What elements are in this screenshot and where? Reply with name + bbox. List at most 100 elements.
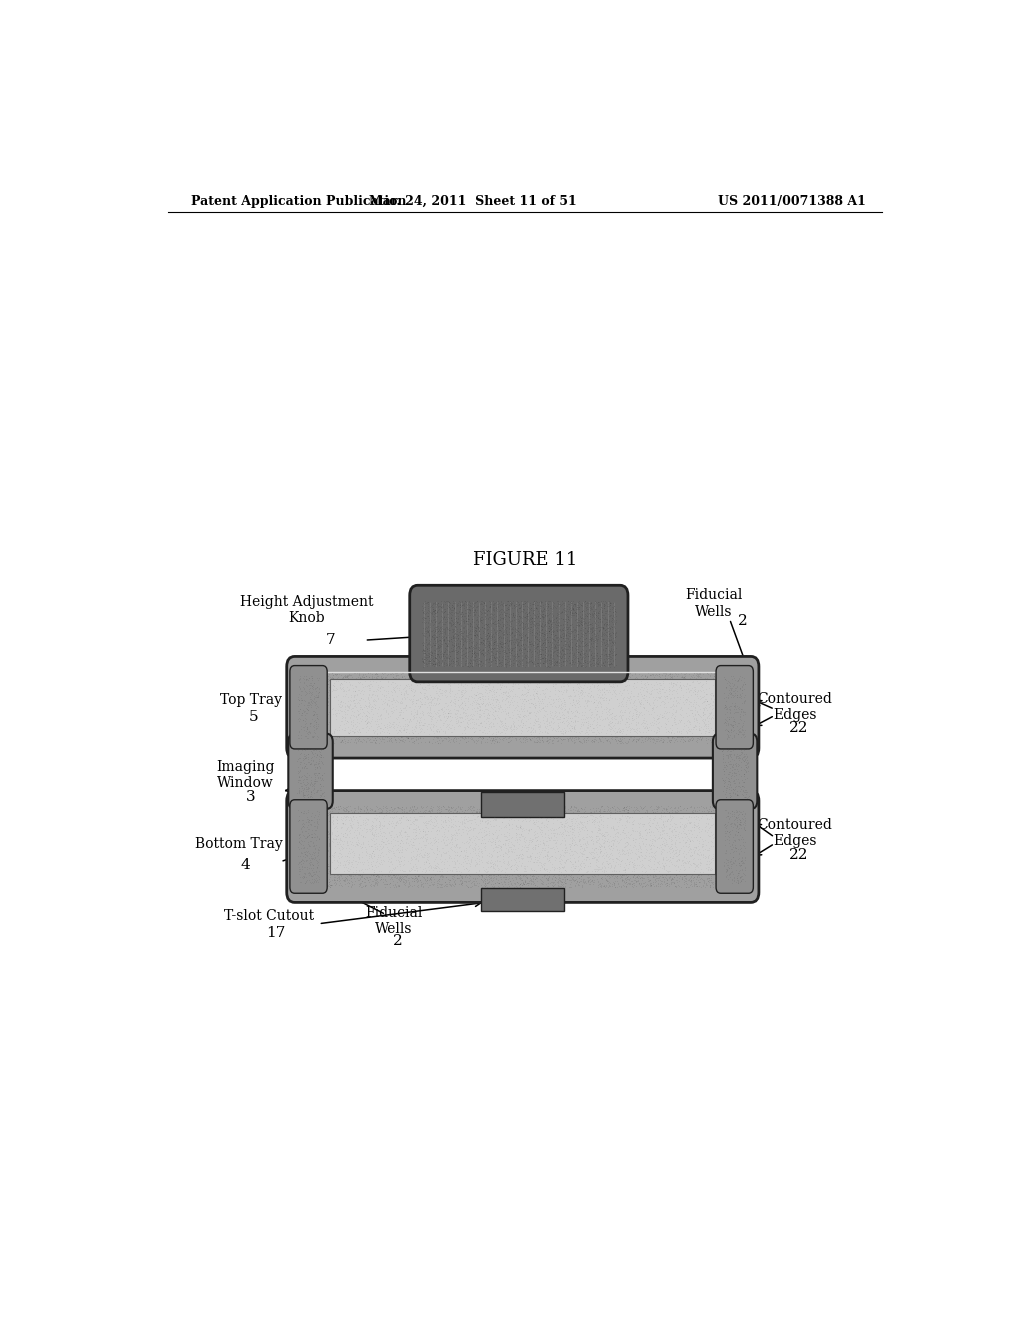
Point <box>514 833 530 854</box>
Point <box>417 696 433 717</box>
Point <box>544 805 560 826</box>
Point <box>407 667 423 688</box>
Point <box>733 828 750 849</box>
Point <box>452 694 468 715</box>
Point <box>317 854 334 875</box>
Point <box>432 830 449 851</box>
Point <box>512 876 528 898</box>
Point <box>734 830 751 851</box>
Point <box>413 713 429 734</box>
Point <box>312 727 329 748</box>
Point <box>488 804 505 825</box>
Point <box>641 855 657 876</box>
Point <box>414 861 430 882</box>
Point <box>556 809 572 830</box>
Point <box>466 875 482 896</box>
Point <box>636 842 652 863</box>
Point <box>427 812 443 833</box>
Point <box>646 845 663 866</box>
Point <box>419 694 435 715</box>
Point <box>701 820 718 841</box>
Point <box>401 847 418 869</box>
Point <box>586 832 602 853</box>
Point <box>708 870 724 891</box>
Point <box>381 677 397 698</box>
Point <box>438 653 455 675</box>
Point <box>453 873 469 894</box>
Point <box>681 812 697 833</box>
Point <box>584 607 600 628</box>
Point <box>336 832 352 853</box>
Point <box>331 865 347 886</box>
Point <box>341 873 357 894</box>
Point <box>338 803 354 824</box>
Point <box>464 694 480 715</box>
Point <box>524 807 541 828</box>
Point <box>410 711 426 733</box>
Point <box>521 684 538 705</box>
Point <box>586 834 602 855</box>
Point <box>296 673 312 694</box>
Point <box>614 817 631 838</box>
Point <box>367 801 383 822</box>
Point <box>428 810 444 832</box>
Point <box>407 673 423 694</box>
Point <box>368 680 384 701</box>
Point <box>657 714 674 735</box>
Point <box>483 628 500 649</box>
Point <box>438 682 455 704</box>
Point <box>293 850 309 871</box>
Point <box>676 672 692 693</box>
Point <box>417 800 433 821</box>
Point <box>636 718 652 739</box>
Point <box>344 833 360 854</box>
Point <box>688 812 705 833</box>
Point <box>472 846 488 867</box>
Point <box>561 850 578 871</box>
Point <box>505 667 521 688</box>
Point <box>557 722 573 743</box>
Point <box>397 729 414 750</box>
Point <box>600 618 616 639</box>
Point <box>498 668 514 689</box>
Point <box>725 719 741 741</box>
Point <box>326 696 342 717</box>
Point <box>513 722 529 743</box>
Point <box>389 859 406 880</box>
Point <box>498 821 514 842</box>
Point <box>313 812 330 833</box>
Point <box>689 814 706 836</box>
Point <box>463 671 479 692</box>
Point <box>687 718 703 739</box>
Point <box>714 813 730 834</box>
Point <box>665 680 681 701</box>
Point <box>462 834 478 855</box>
Point <box>535 632 551 653</box>
Point <box>668 689 684 710</box>
Point <box>349 812 366 833</box>
Point <box>597 849 613 870</box>
Point <box>660 723 677 744</box>
Point <box>528 708 545 729</box>
Point <box>450 595 466 616</box>
Point <box>701 843 718 865</box>
Point <box>698 690 715 711</box>
Point <box>637 845 653 866</box>
Point <box>725 822 741 843</box>
Point <box>573 626 590 647</box>
Point <box>611 837 628 858</box>
Point <box>335 808 351 829</box>
Point <box>659 857 676 878</box>
Point <box>424 642 440 663</box>
Point <box>540 810 556 832</box>
Point <box>705 804 721 825</box>
Point <box>726 870 742 891</box>
Point <box>497 845 513 866</box>
Point <box>494 837 510 858</box>
Point <box>679 817 695 838</box>
Point <box>439 803 456 824</box>
Point <box>625 821 641 842</box>
Point <box>465 636 481 657</box>
Point <box>292 665 308 686</box>
Point <box>300 680 316 701</box>
